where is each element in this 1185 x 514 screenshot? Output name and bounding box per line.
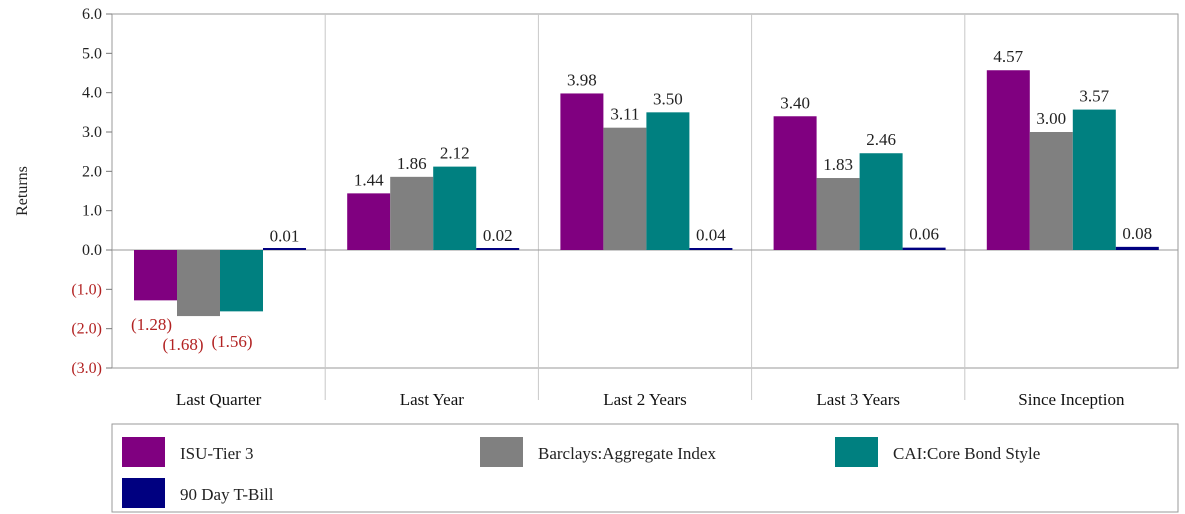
legend-swatch — [835, 437, 878, 467]
y-tick-label: (3.0) — [71, 360, 102, 377]
data-label: 3.11 — [610, 105, 639, 124]
bar — [1072, 109, 1116, 250]
y-tick-label: 2.0 — [82, 163, 102, 180]
bar — [902, 247, 946, 250]
data-label: 0.06 — [909, 225, 939, 244]
bar — [560, 93, 604, 250]
data-label: 0.01 — [270, 227, 300, 246]
y-tick-label: 1.0 — [82, 203, 102, 220]
category-label: Since Inception — [1018, 390, 1125, 409]
category-label: Last Quarter — [176, 390, 262, 409]
plot-frame — [111, 13, 1179, 369]
bar — [646, 112, 690, 250]
y-tick-label: (1.0) — [71, 281, 102, 298]
legend-swatch — [122, 437, 165, 467]
data-label: 1.44 — [354, 170, 384, 189]
data-label: (1.68) — [162, 335, 203, 354]
bar — [433, 166, 477, 250]
data-label: 3.57 — [1079, 87, 1109, 106]
legend-swatch — [122, 478, 165, 508]
y-tick-label: 0.0 — [82, 242, 102, 259]
category-label: Last 3 Years — [816, 390, 900, 409]
bar — [1029, 132, 1073, 250]
data-label: 1.83 — [823, 155, 853, 174]
legend-swatch — [480, 437, 523, 467]
bar — [220, 250, 263, 312]
bar — [1115, 246, 1159, 250]
bar — [177, 250, 220, 317]
legend-box — [111, 423, 1179, 513]
legend-label: CAI:Core Bond Style — [893, 444, 1040, 463]
data-label: 0.04 — [696, 225, 726, 244]
bar — [390, 176, 434, 250]
data-label: 0.02 — [483, 226, 513, 245]
bar — [134, 250, 177, 301]
data-label: 2.46 — [866, 130, 896, 149]
data-label: 4.57 — [993, 47, 1023, 66]
bar — [347, 193, 391, 250]
bar — [859, 153, 903, 250]
y-tick-label: (2.0) — [71, 321, 102, 338]
data-label: 3.00 — [1036, 109, 1066, 128]
data-label: 2.12 — [440, 144, 470, 163]
data-label: (1.56) — [211, 332, 252, 351]
data-label: 3.50 — [653, 89, 683, 108]
bar — [816, 178, 860, 250]
bar — [689, 248, 733, 250]
legend-label: Barclays:Aggregate Index — [538, 444, 716, 463]
bar — [986, 70, 1030, 250]
category-label: Last 2 Years — [603, 390, 687, 409]
bar — [476, 248, 520, 250]
bar — [773, 116, 817, 251]
y-tick-label: 5.0 — [82, 45, 102, 62]
data-label: 1.86 — [397, 154, 427, 173]
data-label: (1.28) — [131, 315, 172, 334]
category-label: Last Year — [400, 390, 465, 409]
bar — [603, 127, 647, 250]
legend-label: ISU-Tier 3 — [180, 444, 254, 463]
y-axis-title: Returns — [14, 166, 31, 216]
data-label: 3.40 — [780, 93, 810, 112]
data-label: 0.08 — [1122, 224, 1152, 243]
data-label: 3.98 — [567, 70, 597, 89]
y-tick-label: 3.0 — [82, 124, 102, 141]
y-tick-label: 4.0 — [82, 85, 102, 102]
legend-label: 90 Day T-Bill — [180, 485, 274, 504]
bar — [263, 248, 306, 250]
y-tick-label: 6.0 — [82, 6, 102, 23]
